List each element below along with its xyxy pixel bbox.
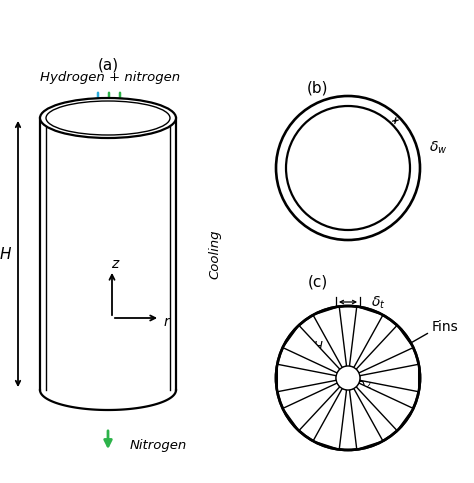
Text: $R_1$: $R_1$ [321, 140, 338, 156]
Circle shape [336, 366, 360, 390]
Polygon shape [360, 364, 419, 392]
Polygon shape [283, 326, 340, 373]
Polygon shape [349, 388, 383, 450]
Polygon shape [40, 118, 176, 390]
Text: (a): (a) [98, 57, 118, 72]
Text: (c): (c) [308, 274, 328, 289]
Text: $H$: $H$ [0, 246, 12, 262]
Text: $r$: $r$ [163, 315, 171, 329]
Polygon shape [356, 383, 413, 431]
Polygon shape [283, 383, 340, 431]
Text: $R_2$: $R_2$ [357, 375, 372, 391]
Ellipse shape [46, 101, 170, 135]
Text: Cooling: Cooling [209, 229, 221, 279]
Polygon shape [313, 307, 346, 368]
Text: $\delta_t$: $\delta_t$ [371, 295, 385, 311]
Text: Nitrogen: Nitrogen [130, 439, 187, 452]
Polygon shape [356, 326, 413, 373]
Text: (b): (b) [307, 81, 329, 96]
Circle shape [276, 96, 420, 240]
Text: MeH: MeH [319, 183, 350, 197]
Polygon shape [349, 307, 383, 368]
Text: MeH: MeH [296, 341, 324, 354]
Ellipse shape [40, 98, 176, 138]
Text: Fins: Fins [432, 320, 459, 334]
Text: Hydrogen + nitrogen: Hydrogen + nitrogen [40, 71, 180, 85]
Polygon shape [313, 388, 346, 450]
Polygon shape [277, 364, 336, 392]
Text: $\delta_w$: $\delta_w$ [429, 140, 447, 156]
Circle shape [276, 306, 420, 450]
Text: $z$: $z$ [111, 257, 121, 271]
Circle shape [286, 106, 410, 230]
